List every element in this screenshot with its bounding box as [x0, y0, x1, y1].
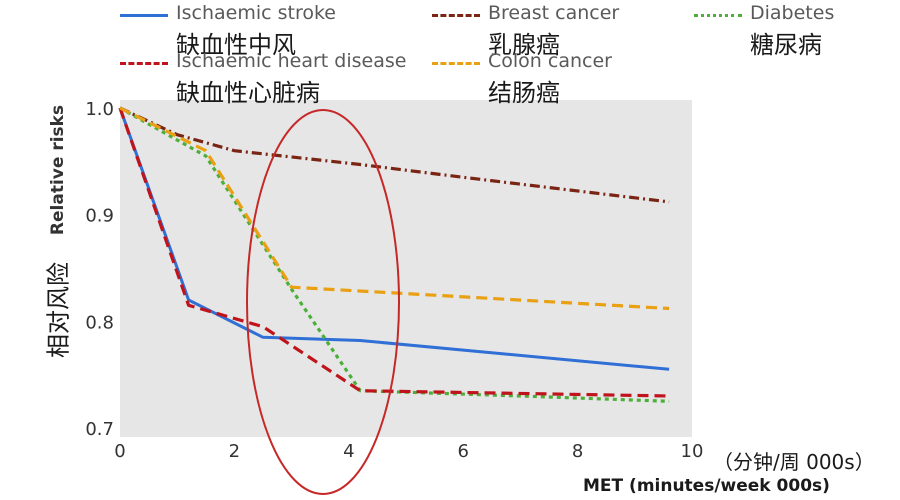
- legend-swatch: [120, 14, 168, 17]
- series-line-ischaemic-heart-disease: [118, 107, 670, 398]
- x-tick-label: 4: [343, 441, 354, 462]
- legend-label-cn: 乳腺癌: [488, 31, 560, 59]
- x-tick-label: 6: [457, 441, 468, 462]
- x-axis-label: MET (minutes/week 000s): [583, 476, 830, 496]
- legend-label-cn: 结肠癌: [488, 79, 560, 107]
- legend-label: Breast cancer: [488, 2, 620, 24]
- legend-swatch: [432, 14, 480, 17]
- x-tick-label: 2: [229, 441, 240, 462]
- legend-label-cn: 糖尿病: [750, 31, 822, 59]
- legend-label: Ischaemic stroke: [176, 2, 336, 24]
- y-axis-label-cn: 相对风险: [44, 262, 73, 358]
- x-tick-label: 10: [681, 441, 704, 462]
- legend-swatch: [694, 14, 742, 17]
- legend-swatch: [120, 62, 168, 65]
- series-line-colon-cancer: [119, 106, 670, 311]
- x-axis-label-cn: （分钟/周 000s）: [713, 450, 875, 474]
- x-tick-label: 8: [572, 441, 583, 462]
- series-line-breast-cancer: [119, 106, 670, 204]
- legend-swatch: [432, 62, 480, 65]
- legend-label: Colon cancer: [488, 50, 612, 72]
- y-tick-label: 0.7: [85, 419, 114, 440]
- series-line-ischaemic-stroke: [118, 107, 670, 371]
- series-lines: [118, 106, 670, 403]
- legend-label-cn: 缺血性心脏病: [176, 79, 320, 107]
- y-tick-label: 0.9: [85, 206, 114, 227]
- y-tick-label: 1.0: [85, 99, 114, 120]
- legend-label-cn: 缺血性中风: [176, 31, 296, 59]
- y-tick-label: 0.8: [85, 312, 114, 333]
- highlight-ellipse: [246, 109, 400, 495]
- axis-ticks: 0 2 4 6 8 10 0.7 0.8 0.9 1.0: [85, 99, 703, 462]
- series-line-diabetes: [119, 106, 670, 403]
- plot-background: [120, 100, 692, 437]
- legend-label: Diabetes: [750, 2, 835, 24]
- x-tick-label: 0: [114, 441, 125, 462]
- legend-label: Ischaemic heart disease: [176, 50, 407, 72]
- y-axis-label: Relative risks: [48, 104, 68, 236]
